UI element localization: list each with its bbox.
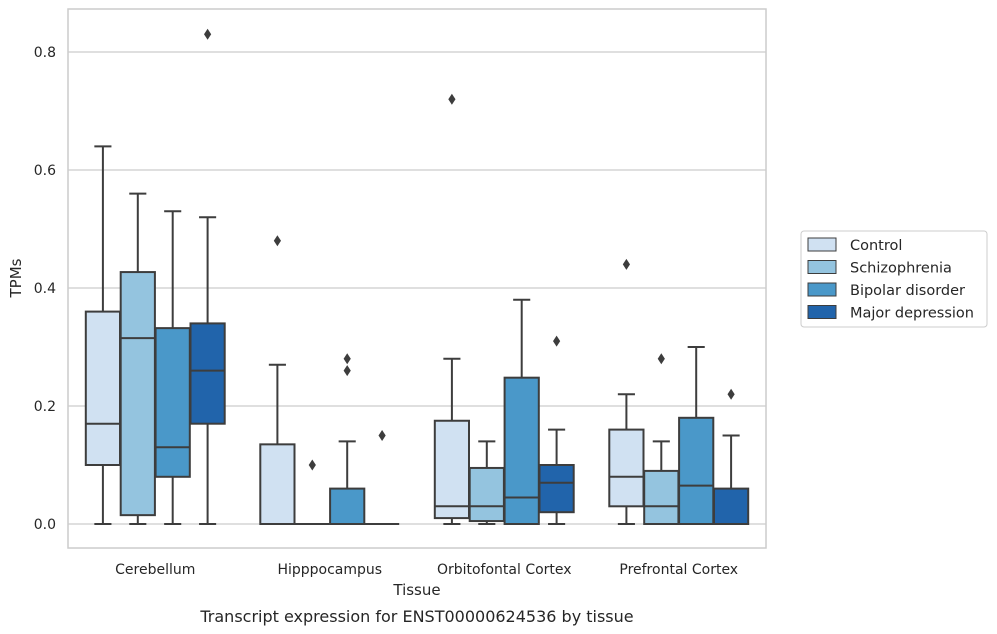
box bbox=[503, 376, 540, 525]
legend-label: Control bbox=[850, 238, 902, 254]
legend-swatch bbox=[807, 237, 837, 252]
outlier-point bbox=[343, 365, 351, 377]
box bbox=[329, 487, 366, 526]
legend-swatch bbox=[807, 282, 837, 297]
outlier-point bbox=[204, 28, 212, 40]
x-tick-labels: Cerebellum Hipppocampus Orbitofontal Corte… bbox=[115, 562, 738, 578]
y-tick-label: 0.0 bbox=[34, 517, 56, 533]
plot-frame bbox=[67, 8, 767, 549]
x-tick-label: Orbitofontal Cortex bbox=[437, 562, 572, 578]
box bbox=[84, 310, 122, 466]
box bbox=[678, 416, 715, 525]
outlier-point bbox=[622, 258, 630, 270]
x-tick-label: Hipppocampus bbox=[277, 562, 382, 578]
legend-items: Control Schizophrenia Bipolar disorder Majo… bbox=[807, 237, 974, 322]
box bbox=[468, 466, 505, 523]
box bbox=[538, 464, 575, 514]
box-group bbox=[608, 258, 750, 526]
outlier-point bbox=[553, 335, 561, 347]
y-axis-title: TPMs bbox=[7, 258, 25, 298]
x-tick-label: Prefrontal Cortex bbox=[619, 562, 738, 578]
box bbox=[189, 322, 226, 425]
outlier-point bbox=[657, 353, 665, 365]
outlier-point bbox=[273, 235, 281, 247]
y-tick-label: 0.4 bbox=[34, 281, 56, 297]
box bbox=[119, 271, 156, 517]
outlier-point bbox=[343, 353, 351, 365]
box bbox=[643, 469, 680, 525]
box-groups bbox=[84, 28, 750, 526]
box bbox=[433, 419, 471, 520]
x-axis-title: Tissue bbox=[392, 581, 440, 599]
outlier-point bbox=[308, 459, 316, 471]
y-tick-label: 0.2 bbox=[34, 399, 56, 415]
box-group bbox=[433, 93, 575, 525]
legend-swatch bbox=[807, 305, 837, 319]
y-tick-label: 0.8 bbox=[34, 45, 56, 61]
y-tick-label: 0.6 bbox=[34, 163, 56, 179]
chart-caption: Transcript expression for ENST0000062453… bbox=[199, 607, 633, 626]
box-group bbox=[84, 28, 226, 525]
outlier-point bbox=[448, 93, 456, 105]
legend-label: Bipolar disorder bbox=[850, 283, 965, 299]
legend-swatch bbox=[807, 260, 837, 274]
y-tick-labels: 0.0 0.2 0.4 0.6 0.8 bbox=[34, 45, 56, 533]
outlier-point bbox=[727, 388, 735, 400]
legend-label: Major depression bbox=[850, 306, 974, 322]
box bbox=[259, 443, 296, 526]
outlier-point bbox=[378, 430, 386, 441]
box bbox=[608, 428, 645, 508]
legend-label: Schizophrenia bbox=[850, 261, 952, 277]
x-tick-label: Cerebellum bbox=[115, 562, 195, 578]
box-group bbox=[259, 235, 400, 526]
legend-frame bbox=[800, 230, 988, 328]
box bbox=[154, 327, 191, 478]
legend: Control Schizophrenia Bipolar disorder Majo… bbox=[800, 230, 988, 328]
box bbox=[712, 487, 750, 526]
